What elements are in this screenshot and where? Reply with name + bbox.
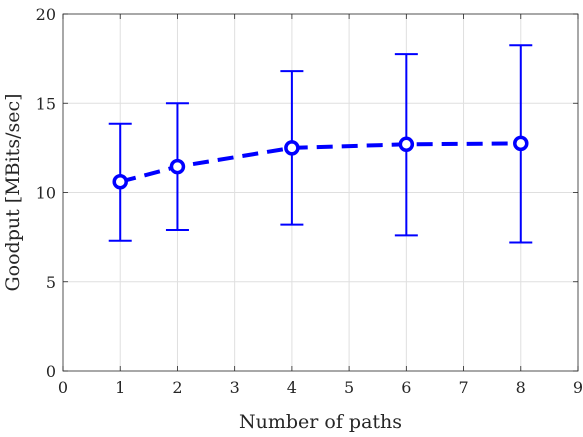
y-tick-label: 20	[36, 5, 56, 24]
x-tick-label: 0	[58, 378, 68, 397]
data-point	[284, 140, 300, 156]
x-tick-label: 8	[516, 378, 526, 397]
x-tick-label: 9	[573, 378, 583, 397]
y-tick-label: 0	[46, 362, 56, 381]
x-tick-label: 7	[458, 378, 468, 397]
x-tick-label: 3	[230, 378, 240, 397]
data-point	[398, 136, 415, 153]
tick-layer: 0 1 2 3 4 5 6 7 8 9 0 5 10 15 20	[36, 5, 583, 397]
x-tick-label: 1	[115, 378, 125, 397]
x-tick-label: 6	[401, 378, 411, 397]
y-tick-label: 10	[36, 184, 56, 203]
data-point	[112, 174, 128, 190]
data-point	[513, 135, 529, 152]
y-tick-label: 5	[46, 273, 56, 292]
x-tick-label: 5	[344, 378, 354, 397]
x-tick-label: 4	[287, 378, 297, 397]
x-tick-label: 2	[172, 378, 182, 397]
series-layer	[108, 44, 533, 244]
data-point	[169, 158, 186, 175]
x-axis-label: Number of paths	[239, 411, 402, 433]
y-tick-label: 15	[36, 94, 56, 113]
y-axis-label: Goodput [MBits/sec]	[2, 93, 24, 291]
